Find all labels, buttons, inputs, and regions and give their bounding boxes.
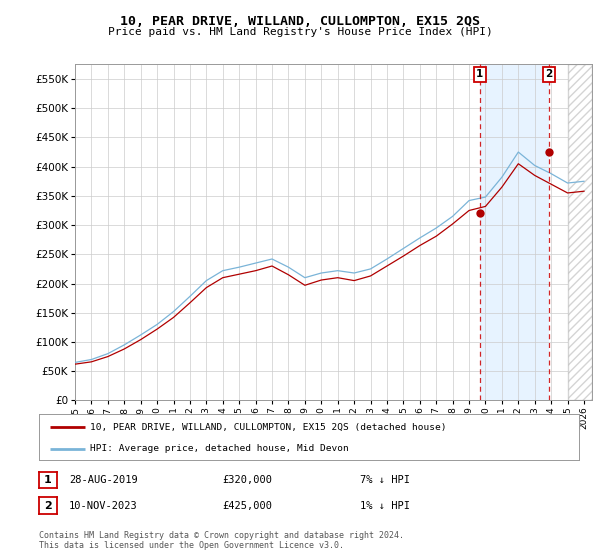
Bar	[568, 64, 592, 400]
Text: £425,000: £425,000	[222, 501, 272, 511]
Text: HPI: Average price, detached house, Mid Devon: HPI: Average price, detached house, Mid …	[90, 444, 349, 454]
Text: 7% ↓ HPI: 7% ↓ HPI	[360, 475, 410, 485]
Text: 1: 1	[44, 475, 52, 485]
Text: 10-NOV-2023: 10-NOV-2023	[69, 501, 138, 511]
Text: 2: 2	[44, 501, 52, 511]
Text: 1: 1	[476, 69, 484, 80]
Bar	[568, 64, 592, 400]
Text: 2: 2	[545, 69, 553, 80]
Bar	[480, 64, 549, 400]
Text: 28-AUG-2019: 28-AUG-2019	[69, 475, 138, 485]
Text: Contains HM Land Registry data © Crown copyright and database right 2024.
This d: Contains HM Land Registry data © Crown c…	[39, 531, 404, 550]
Text: 10, PEAR DRIVE, WILLAND, CULLOMPTON, EX15 2QS: 10, PEAR DRIVE, WILLAND, CULLOMPTON, EX1…	[120, 15, 480, 28]
Text: 1% ↓ HPI: 1% ↓ HPI	[360, 501, 410, 511]
Text: Price paid vs. HM Land Registry's House Price Index (HPI): Price paid vs. HM Land Registry's House …	[107, 27, 493, 37]
Text: £320,000: £320,000	[222, 475, 272, 485]
Text: 10, PEAR DRIVE, WILLAND, CULLOMPTON, EX15 2QS (detached house): 10, PEAR DRIVE, WILLAND, CULLOMPTON, EX1…	[90, 423, 447, 432]
